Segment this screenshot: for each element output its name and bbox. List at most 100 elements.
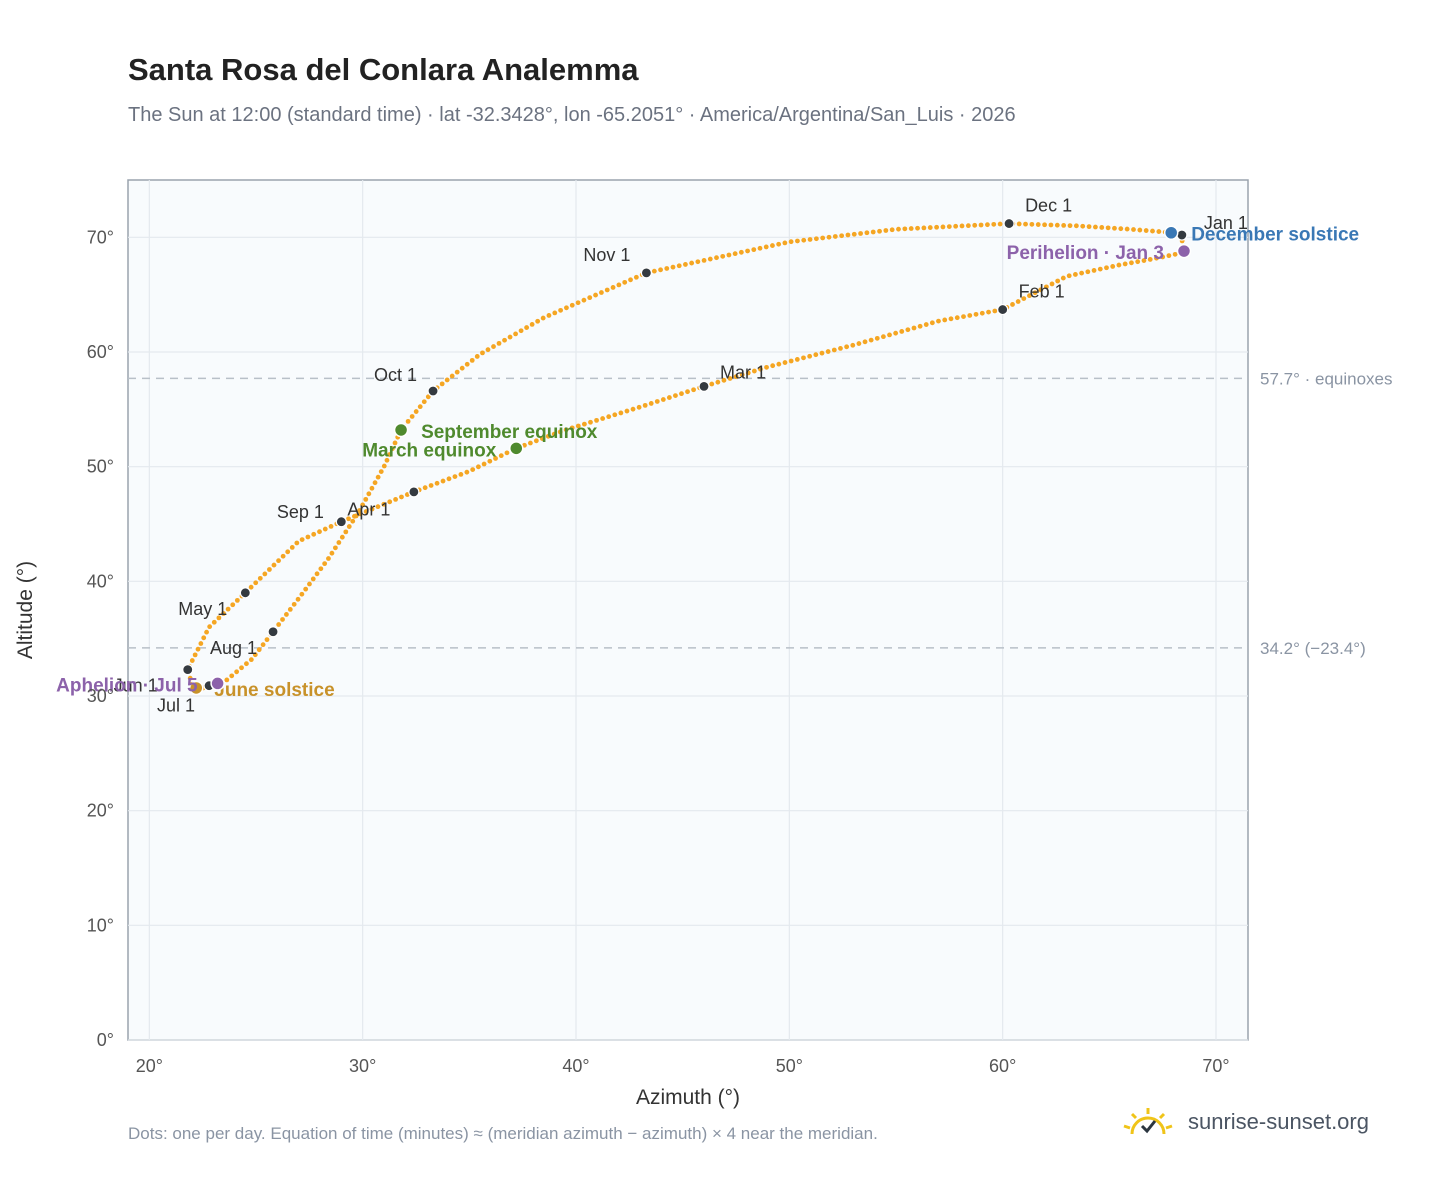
analemma-dot <box>610 285 616 290</box>
analemma-dot <box>346 516 351 522</box>
analemma-dot <box>563 427 569 433</box>
analemma-dot <box>425 394 431 400</box>
analemma-dot <box>248 584 254 590</box>
analemma-dot <box>303 586 309 592</box>
analemma-dot <box>612 412 618 418</box>
analemma-dot <box>211 619 217 625</box>
month-label: Aug 1 <box>210 638 257 658</box>
analemma-dot <box>801 237 807 243</box>
analemma-dot <box>745 370 751 376</box>
analemma-dot <box>221 611 226 616</box>
analemma-dot <box>369 485 375 491</box>
analemma-dot <box>751 368 757 374</box>
analemma-dot <box>948 316 954 322</box>
analemma-dot <box>257 575 263 581</box>
analemma-dot <box>239 665 244 671</box>
analemma-dot <box>624 408 630 414</box>
analemma-dot <box>1048 222 1054 228</box>
analemma-dot <box>557 429 563 435</box>
analemma-dot <box>1061 223 1067 228</box>
analemma-dot <box>788 239 794 245</box>
analemma-dot <box>927 225 933 230</box>
analemma-dot <box>978 222 984 228</box>
analemma-dot <box>459 365 465 371</box>
analemma-dot <box>1112 225 1117 231</box>
analemma-dot <box>1160 254 1166 260</box>
analemma-dot <box>387 499 393 505</box>
analemma-dot <box>369 506 375 512</box>
analemma-dot <box>973 311 979 317</box>
analemma-dot <box>1141 258 1147 263</box>
analemma-dot <box>428 483 434 488</box>
analemma-dot <box>264 637 270 643</box>
y-tick-label: 40° <box>87 571 114 591</box>
month-marker <box>408 486 420 498</box>
analemma-dot <box>720 253 726 259</box>
analemma-dot <box>405 418 411 424</box>
brand-name: sunrise-sunset.org <box>1188 1109 1369 1134</box>
analemma-dot <box>1129 260 1134 266</box>
analemma-dot <box>1135 259 1141 265</box>
analemma-dot <box>187 675 193 681</box>
analemma-dot <box>1124 226 1130 232</box>
analemma-dot <box>593 292 598 298</box>
analemma-dot <box>670 264 676 270</box>
month-label: Oct 1 <box>374 365 417 385</box>
analemma-dot <box>434 480 440 486</box>
analemma-dot <box>332 545 338 551</box>
analemma-dot <box>953 223 959 229</box>
analemma-dot <box>1085 269 1091 275</box>
analemma-dot <box>1099 225 1105 230</box>
analemma-dot <box>204 629 209 635</box>
analemma-dot <box>660 397 666 402</box>
analemma-dot <box>446 476 452 482</box>
analemma-dot <box>880 334 886 340</box>
y-tick-label: 10° <box>87 915 114 935</box>
analemma-dot <box>271 562 277 568</box>
analemma-dot <box>409 414 415 419</box>
month-marker <box>182 664 194 676</box>
analemma-dot <box>260 642 266 648</box>
analemma-dot <box>709 381 715 387</box>
analemma-dot <box>535 318 541 324</box>
analemma-dot <box>552 310 558 316</box>
analemma-dot <box>328 524 334 529</box>
x-tick-label: 50° <box>776 1056 803 1076</box>
analemma-dot <box>375 474 381 480</box>
month-marker <box>997 303 1009 316</box>
analemma-dot <box>1154 255 1159 261</box>
analemma-dot <box>600 416 606 421</box>
analemma-dot <box>518 328 524 334</box>
analemma-dot <box>440 478 446 484</box>
event-marker <box>509 441 524 456</box>
analemma-dot <box>616 282 622 288</box>
analemma-dot <box>874 335 880 341</box>
analemma-dot <box>289 544 295 550</box>
analemma-dot <box>658 267 663 273</box>
analemma-dot <box>721 377 727 383</box>
analemma-dot <box>539 436 545 441</box>
analemma-dot <box>992 308 998 314</box>
analemma-dot <box>491 344 496 349</box>
analemma-dot <box>1131 227 1136 232</box>
analemma-dot <box>326 556 331 561</box>
brand-logo[interactable]: sunrise-sunset.org <box>1120 1104 1369 1140</box>
analemma-dot <box>776 361 782 367</box>
analemma-dot <box>244 661 249 667</box>
analemma-dot <box>714 255 719 261</box>
analemma-dot <box>498 453 504 459</box>
analemma-dot <box>389 446 395 452</box>
analemma-dot <box>929 320 935 326</box>
analemma-dot <box>294 540 300 546</box>
analemma-dot <box>575 300 581 306</box>
analemma-dot <box>336 540 342 545</box>
analemma-dot <box>299 591 305 597</box>
analemma-dot <box>464 469 470 475</box>
analemma-dot <box>305 534 311 540</box>
analemma-dot <box>1067 223 1073 229</box>
analemma-dot <box>923 322 929 327</box>
analemma-dot <box>248 657 254 663</box>
analemma-dot <box>470 467 476 473</box>
analemma-dot <box>727 376 733 381</box>
